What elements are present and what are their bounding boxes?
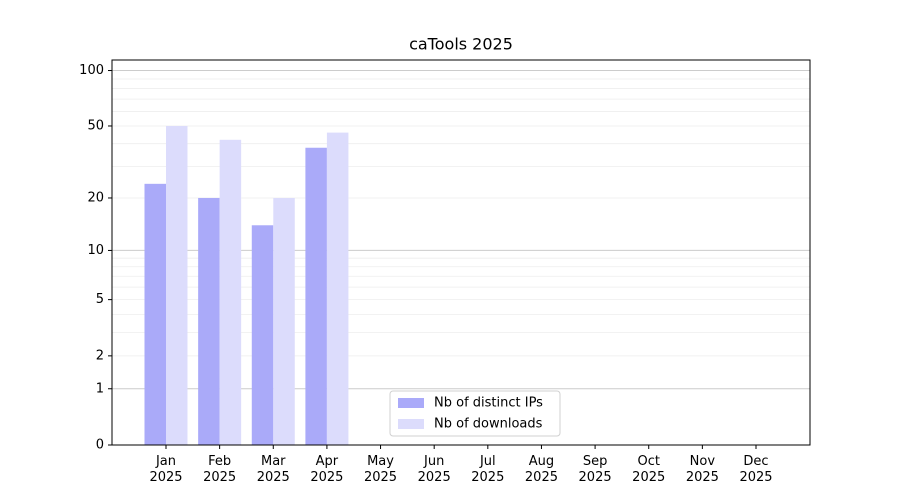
y-tick-label: 5: [96, 292, 104, 307]
bar: [305, 147, 327, 446]
legend-swatch: [398, 419, 424, 429]
x-tick-label: May 2025: [364, 454, 397, 485]
x-tick-label: Jan 2025: [149, 454, 182, 485]
y-tick-label: 10: [87, 243, 104, 258]
bar: [251, 225, 274, 445]
y-tick-label: 0: [96, 438, 104, 453]
bar: [144, 183, 166, 445]
bar: [219, 139, 242, 446]
x-tick-label: Nov 2025: [686, 454, 719, 485]
x-tick-label: Jul 2025: [471, 454, 504, 485]
y-tick-label: 2: [96, 348, 104, 363]
legend-swatch: [398, 398, 424, 408]
legend-label: Nb of distinct IPs: [434, 396, 543, 411]
x-tick-label: Aug 2025: [525, 454, 558, 485]
legend-box: [389, 390, 561, 437]
x-tick-label: Feb 2025: [203, 454, 236, 485]
bar: [198, 197, 220, 445]
legend-label: Nb of downloads: [434, 417, 543, 432]
y-tick-label: 1: [96, 381, 104, 396]
x-tick-label: Mar 2025: [257, 454, 290, 485]
y-tick-label: 20: [87, 190, 104, 205]
bar: [273, 197, 295, 445]
chart-title: caTools 2025: [409, 35, 513, 54]
x-tick-label: Jun 2025: [418, 454, 451, 485]
x-tick-label: Sep 2025: [579, 454, 612, 485]
x-tick-label: Dec 2025: [739, 454, 772, 485]
x-tick-label: Oct 2025: [632, 454, 665, 485]
plot-frame: [111, 59, 811, 446]
bar: [166, 125, 188, 446]
y-tick-label: 100: [79, 63, 104, 78]
bar: [326, 132, 349, 445]
x-tick-label: Apr 2025: [310, 454, 343, 485]
y-tick-label: 50: [87, 118, 104, 133]
